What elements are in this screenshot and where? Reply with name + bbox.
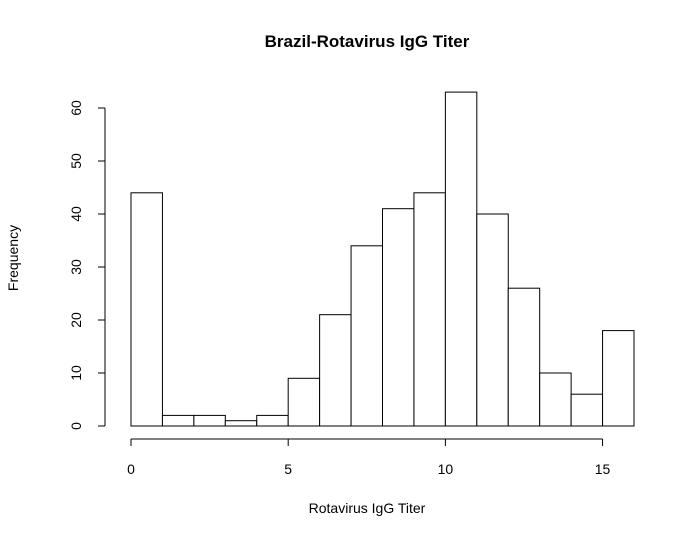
histogram-bar [602,330,635,427]
y-tick-label: 40 [68,206,84,222]
histogram-bar [130,192,163,427]
histogram-bar [256,414,289,427]
x-tick-label: 5 [284,461,292,477]
x-tick-label: 15 [595,461,611,477]
x-axis: 0 5 10 15 [127,438,611,477]
histogram-bar [507,287,541,427]
y-tick-label: 60 [68,100,84,116]
y-tick-label: 0 [68,422,84,430]
histogram-bar [444,91,478,427]
x-tick-label: 0 [127,461,135,477]
chart-title: Brazil-Rotavirus IgG Titer [265,32,470,51]
y-axis: 0 10 20 30 40 50 60 [68,100,106,430]
histogram-bar [161,414,195,427]
histogram-bars [130,91,635,427]
y-tick-label: 10 [68,365,84,381]
histogram-bar [476,213,509,427]
y-axis-label: Frequency [5,225,21,291]
x-axis-label: Rotavirus IgG Titer [309,500,426,516]
y-tick-label: 50 [68,153,84,169]
y-tick-label: 30 [68,259,84,275]
histogram-bar [193,414,226,427]
histogram-bar [570,393,604,427]
histogram-bar [382,208,415,427]
histogram-bar [287,377,321,427]
histogram-bar [413,192,446,427]
histogram-bar [350,245,383,427]
y-tick-label: 20 [68,312,84,328]
x-tick-label: 10 [438,461,454,477]
histogram-bar [319,314,352,427]
histogram-bar [224,420,258,427]
histogram-bar [539,372,572,427]
